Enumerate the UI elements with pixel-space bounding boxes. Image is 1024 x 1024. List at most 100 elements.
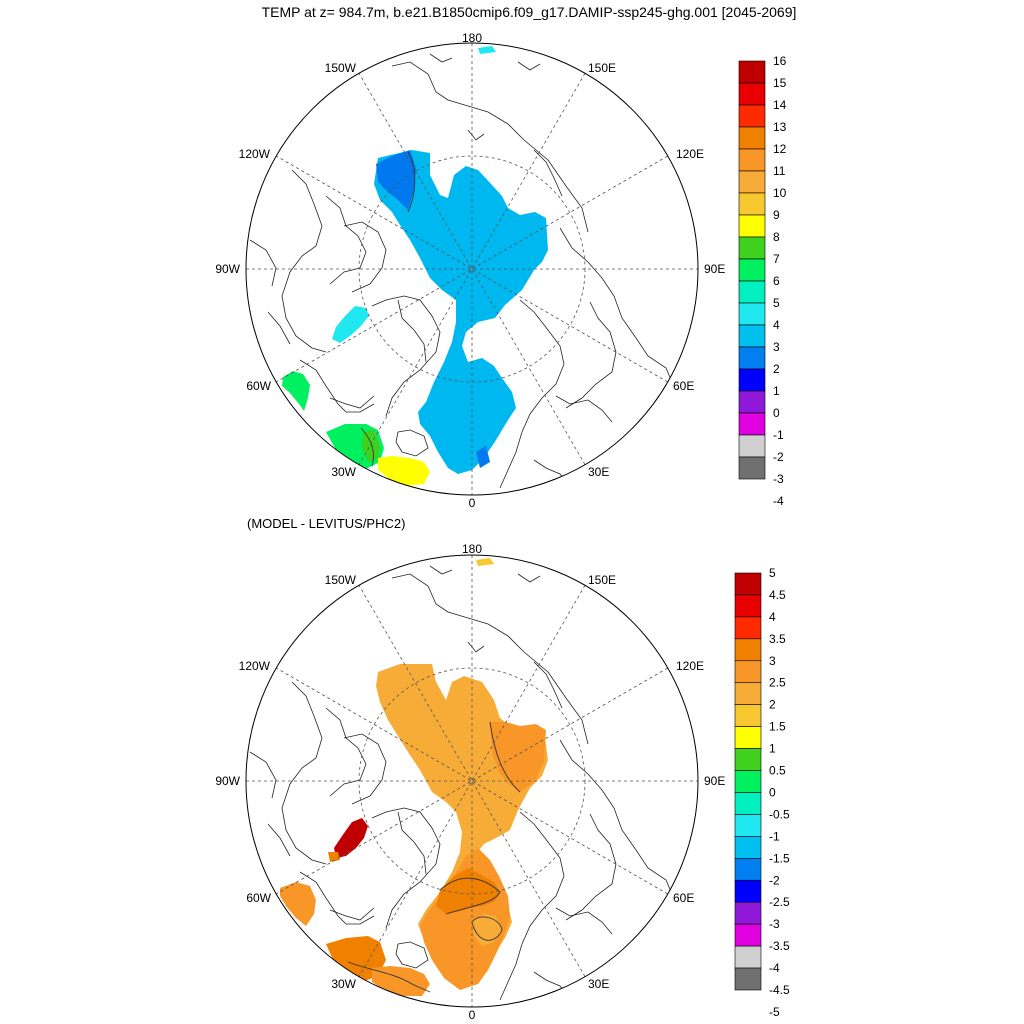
lon-label-60e: 60E (673, 891, 694, 905)
colorbar-swatch (738, 214, 766, 238)
lon-label-90w: 90W (215, 774, 240, 788)
colorbar-tick-label: -3.5 (769, 939, 790, 953)
colorbar-tick-label: -4 (769, 961, 780, 975)
lon-label-120w: 120W (239, 659, 271, 673)
colorbar-swatch (738, 456, 766, 480)
colorbar-tick-label: 6 (773, 274, 780, 288)
colorbar-swatch (734, 704, 762, 727)
colorbar-tick-label: 15 (773, 76, 787, 90)
colorbar-swatch (734, 748, 762, 771)
colorbar-tick-label: -4.5 (769, 983, 790, 997)
colorbar-tick-label: 13 (773, 120, 787, 134)
contour-line (347, 961, 431, 993)
colorbar-tick-label: 4 (769, 610, 776, 624)
colorbar-swatch (734, 814, 762, 837)
lon-label-150e: 150E (588, 573, 616, 587)
colorbar-swatch (738, 148, 766, 172)
colorbar-swatch (738, 412, 766, 436)
colorbar-swatch (734, 682, 762, 705)
field-labrador-sea (282, 371, 310, 411)
field-labrador-sea (280, 882, 316, 926)
colorbar-tick-label: 10 (773, 186, 787, 200)
lon-label-30w: 30W (331, 465, 356, 479)
graticule (246, 43, 698, 495)
colorbar-swatch (734, 594, 762, 618)
colorbar-swatch (734, 616, 762, 640)
colorbar-tick-label: 1.5 (769, 720, 786, 734)
colorbar-swatch (738, 126, 766, 150)
colorbar-tick-label: 12 (773, 142, 787, 156)
contour-line (439, 877, 501, 915)
colorbar-tick-label: -0.5 (769, 807, 790, 821)
lon-label-0: 0 (469, 1008, 476, 1022)
colorbar-tick-label: 0.5 (769, 764, 786, 778)
colorbar-tick-label: -5 (769, 1005, 780, 1019)
colorbar-tick-label: 8 (773, 230, 780, 244)
lon-label-90e: 90E (704, 262, 725, 276)
colorbar-tick-label: 3 (773, 340, 780, 354)
lon-label-0: 0 (469, 496, 476, 510)
coastlines (249, 565, 673, 1001)
colorbar-tick-label: 14 (773, 98, 787, 112)
colorbar-swatch (738, 104, 766, 128)
colorbar-swatch (734, 660, 762, 684)
colorbar-tick-label: 4 (773, 318, 780, 332)
lon-label-120e: 120E (676, 147, 704, 161)
colorbar-swatch (734, 901, 762, 925)
colorbar-tick-label: 7 (773, 252, 780, 266)
lon-label-180: 180 (462, 542, 482, 556)
colorbar-tick-label: -2 (773, 450, 784, 464)
colorbar-swatch (738, 368, 766, 392)
lon-label-30w: 30W (331, 977, 356, 991)
lon-label-30e: 30E (588, 465, 609, 479)
lon-label-120w: 120W (239, 147, 271, 161)
contour-line (471, 916, 503, 941)
colorbar-tick-label: 16 (773, 54, 787, 68)
coastlines (249, 53, 673, 489)
map-panel-top: 180 150E 120E 90E 60E 30E 0 30W 60W 90W … (215, 31, 725, 510)
colorbar-tick-label: -1.5 (769, 851, 790, 865)
colorbar-tick-label: 3 (769, 654, 776, 668)
colorbar-swatch (738, 346, 766, 370)
colorbar-swatch (734, 638, 762, 662)
field-nordic-seas-core (436, 868, 500, 914)
colorbar-tick-label: 1 (773, 384, 780, 398)
lon-label-90w: 90W (215, 262, 240, 276)
lon-label-150w: 150W (325, 61, 357, 75)
colorbar-swatch (738, 60, 766, 84)
colorbar-tick-label: 4.5 (769, 588, 786, 602)
contour-line (360, 427, 374, 467)
lon-label-150w: 150W (325, 573, 357, 587)
field-eurasian-basin (490, 722, 546, 792)
colorbar-tick-label: 2.5 (769, 676, 786, 690)
colorbar-tick-label: 5 (773, 296, 780, 310)
colorbar-swatch (734, 923, 762, 947)
lon-label-90e: 90E (704, 774, 725, 788)
colorbar-swatch (734, 967, 762, 991)
colorbar-tick-label: -3 (769, 917, 780, 931)
lon-label-120e: 120E (676, 659, 704, 673)
colorbar-tick-label: 2 (773, 362, 780, 376)
colorbar-swatch (734, 945, 762, 969)
colorbar-swatch (734, 858, 762, 881)
field-central-arctic (374, 150, 548, 474)
field-baffin-bay (334, 818, 368, 858)
map-boundary (245, 554, 699, 1008)
panel-label-bottom: (MODEL - LEVITUS/PHC2) (247, 516, 405, 531)
colorbar-tick-label: 3.5 (769, 632, 786, 646)
lon-label-60w: 60W (246, 891, 271, 905)
field-baffin-bay (332, 306, 369, 343)
contour-line (407, 151, 416, 213)
colorbar-tick-label: -2.5 (769, 895, 790, 909)
colorbar-swatch (738, 192, 766, 216)
colorbar-swatch (734, 770, 762, 793)
colorbar-tick-label: 1 (769, 742, 776, 756)
colorbar-swatch (738, 280, 766, 304)
colorbar-swatch (734, 572, 762, 596)
field-beaufort-shelf (376, 150, 416, 210)
colorbar-tick-label: 11 (773, 164, 786, 178)
colorbar-swatch (738, 434, 766, 458)
colorbar-swatch (738, 82, 766, 106)
